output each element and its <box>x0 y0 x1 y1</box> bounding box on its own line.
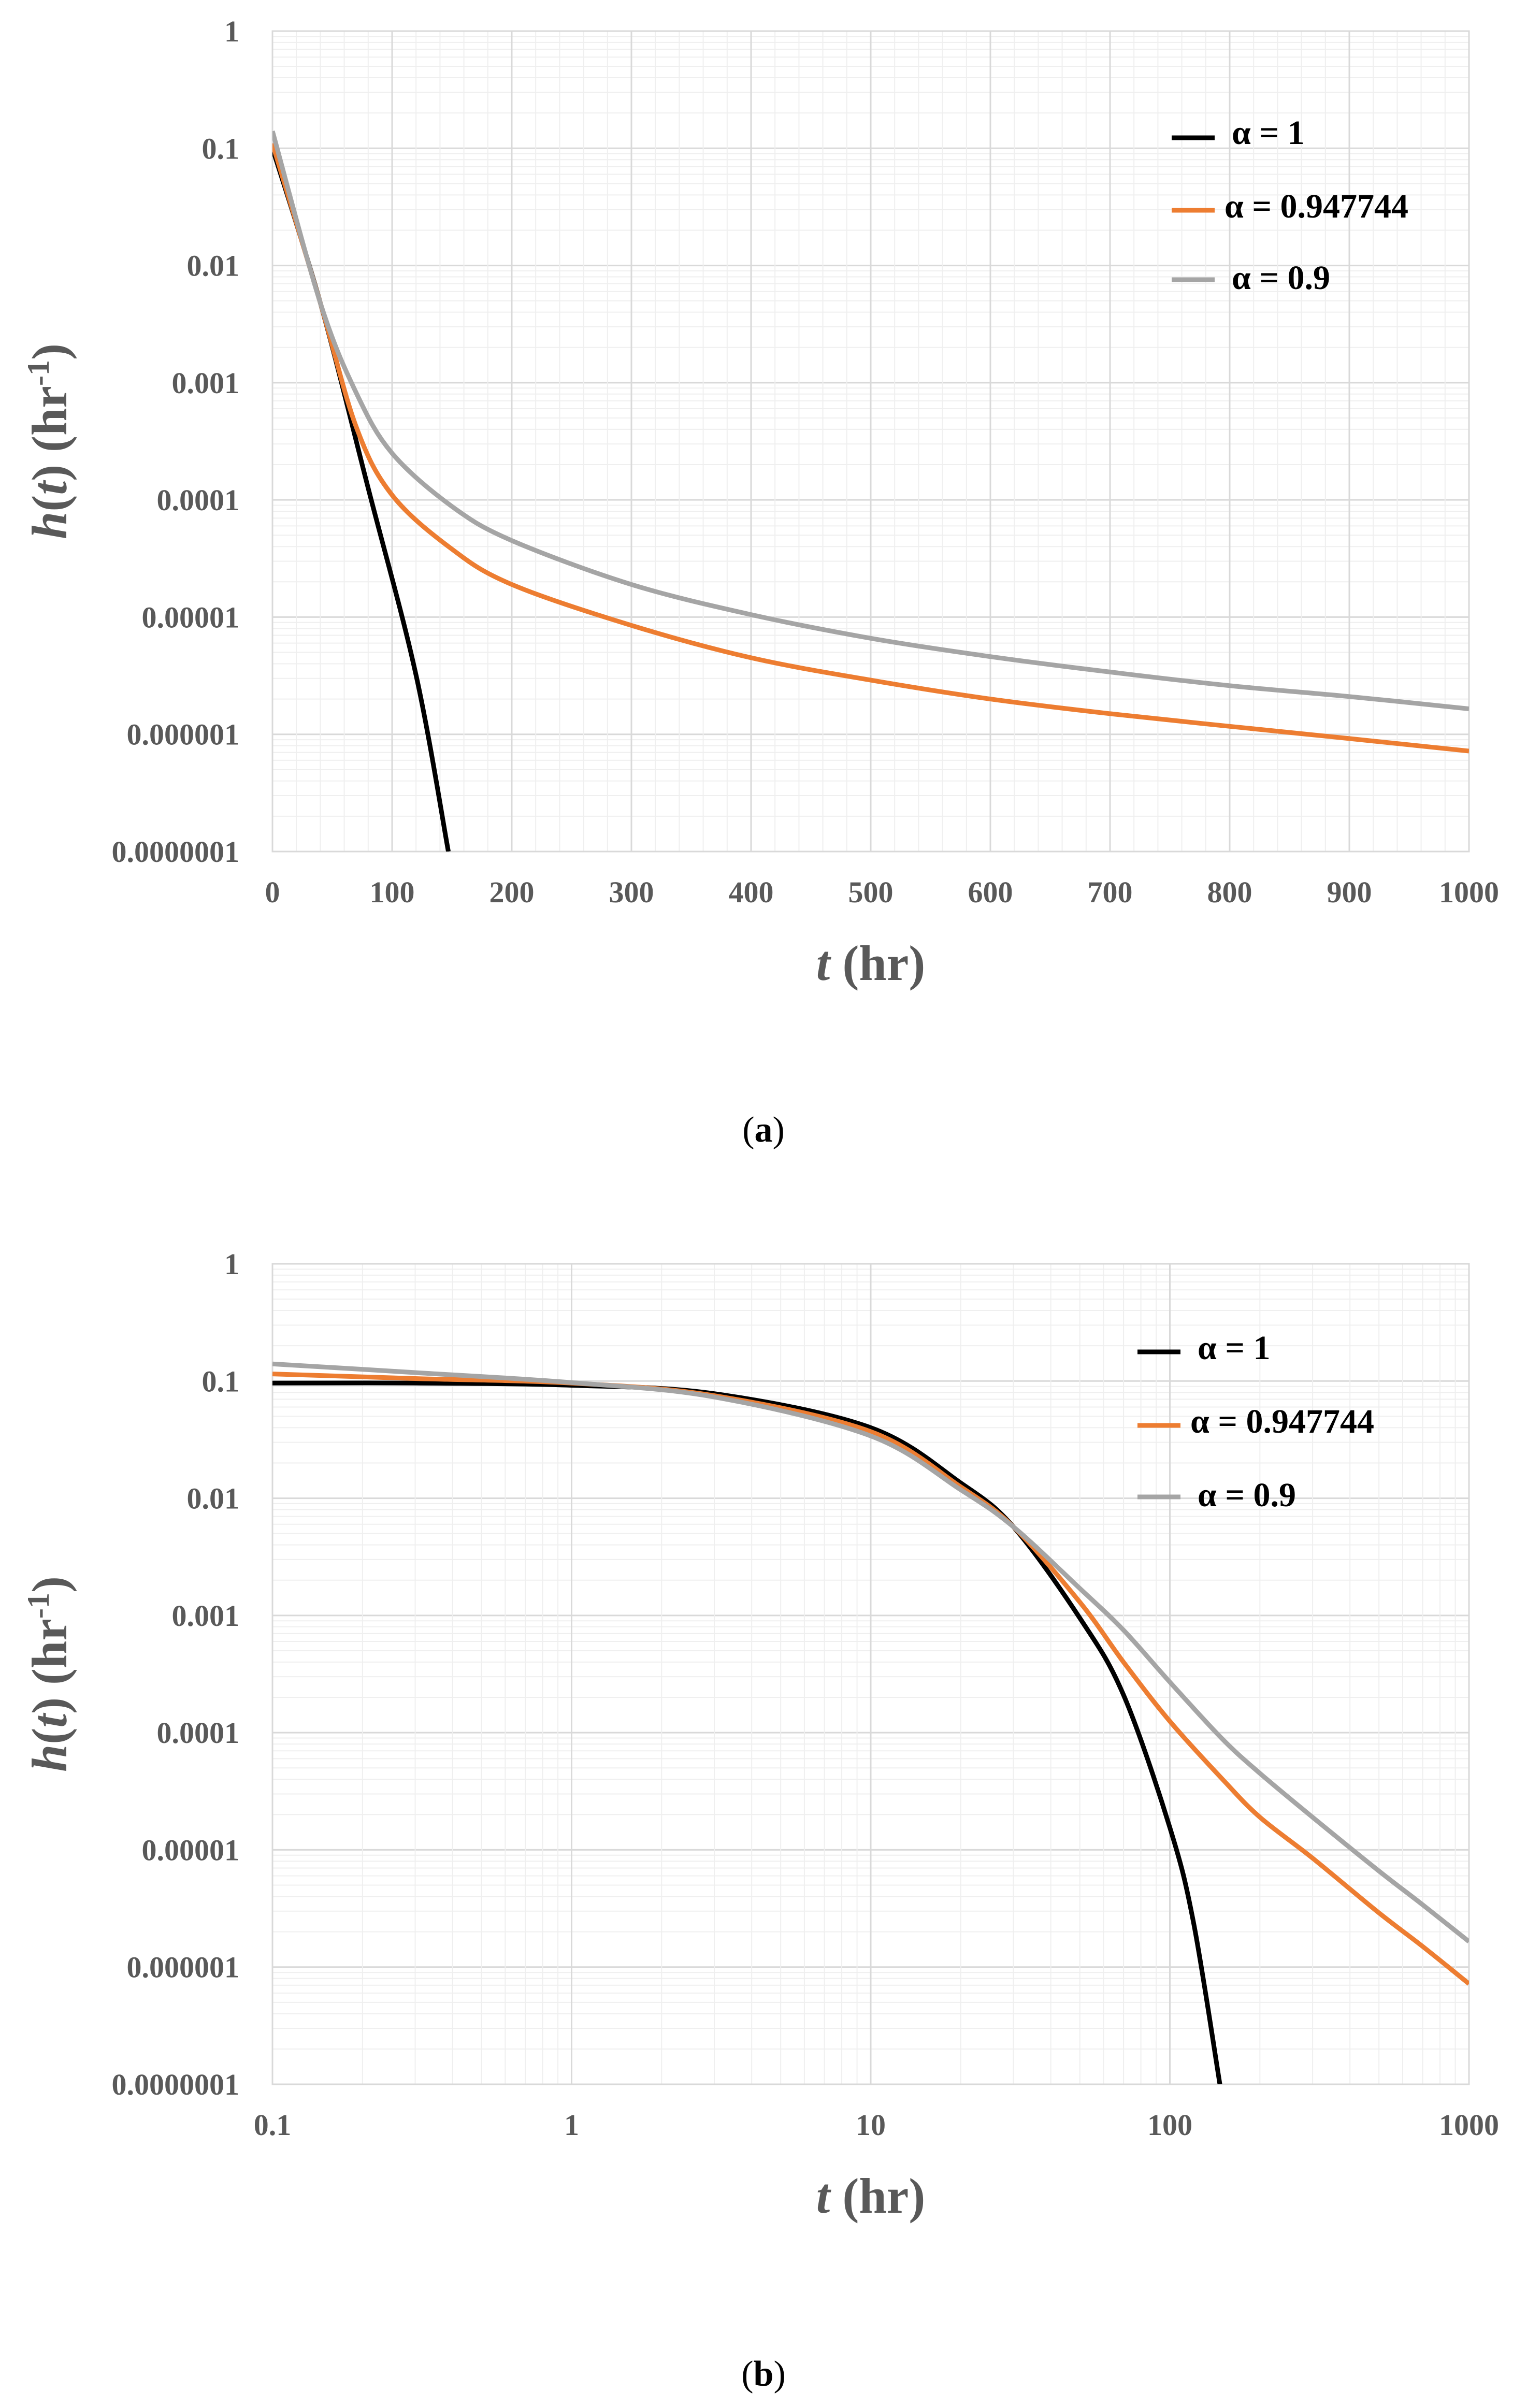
x-tick-labels-b: 0.1 1 10 100 1000 <box>254 2108 1499 2142</box>
y-tick-label: 0.0001 <box>157 483 240 517</box>
y-tick-label: 1 <box>224 15 239 48</box>
y-tick-label: 0.0000001 <box>112 835 240 869</box>
legend-label-alpha-09: α = 0.9 <box>1232 259 1330 297</box>
x-tick-label: 0 <box>265 875 280 909</box>
legend-label-alpha-0947744: α = 0.947744 <box>1225 188 1408 225</box>
series-lines-a <box>272 130 1469 852</box>
x-tick-label: 1000 <box>1439 2108 1499 2142</box>
legend-label-alpha-1: α = 1 <box>1198 1329 1270 1367</box>
legend-b: α = 1 α = 0.947744 α = 0.9 <box>1137 1329 1374 1514</box>
y-tick-label: 0.001 <box>172 366 240 400</box>
x-tick-label: 10 <box>856 2108 886 2142</box>
grid-a <box>271 30 1470 853</box>
svg-text:h(t) (hr-1): h(t) (hr-1) <box>21 343 77 539</box>
x-tick-label: 700 <box>1088 875 1133 909</box>
x-axis-title-a: t (hr) <box>816 935 926 991</box>
x-tick-label: 0.1 <box>254 2108 292 2142</box>
x-tick-label: 100 <box>1147 2108 1192 2142</box>
y-tick-label: 0.01 <box>187 1482 240 1516</box>
series-lines-b <box>272 1361 1469 2084</box>
y-tick-labels-a: 1 0.1 0.01 0.001 0.0001 0.00001 0.000001 0.0000… <box>112 15 240 869</box>
y-tick-label: 0.01 <box>187 249 240 283</box>
y-tick-label: 0.0001 <box>157 1716 240 1750</box>
y-tick-labels-b: 1 0.1 0.01 0.001 0.0001 0.00001 0.000001 0.0000… <box>112 1247 240 2101</box>
x-tick-label: 900 <box>1327 875 1372 909</box>
legend-a: α = 1 α = 0.947744 α = 0.9 <box>1172 114 1408 297</box>
panel-caption-a: (a) <box>742 1110 785 1150</box>
x-tick-label: 1 <box>564 2108 579 2142</box>
x-tick-label: 800 <box>1207 875 1252 909</box>
x-tick-label: 200 <box>489 875 535 909</box>
y-axis-title-a: h(t) (hr-1) <box>21 343 77 539</box>
x-tick-label: 1000 <box>1439 875 1499 909</box>
x-tick-label: 100 <box>370 875 415 909</box>
y-tick-label: 0.1 <box>202 132 240 165</box>
x-tick-label: 400 <box>729 875 774 909</box>
grid-b <box>271 1263 1470 2085</box>
legend-label-alpha-1: α = 1 <box>1232 114 1304 152</box>
series-line-alpha-1 <box>272 1380 1222 2084</box>
y-tick-label: 0.00001 <box>142 600 240 634</box>
y-tick-label: 0.000001 <box>127 718 240 752</box>
chart-panel-b: 1 0.1 0.01 0.001 0.0001 0.00001 0.000001 0.0000… <box>21 1247 1499 2394</box>
y-tick-label: 0.1 <box>202 1364 240 1398</box>
series-line-alpha-09 <box>272 130 1469 711</box>
chart-panel-a: 1 0.1 0.01 0.001 0.0001 0.00001 0.000001 0.0000… <box>21 15 1499 1150</box>
series-line-alpha-09 <box>272 1361 1469 1944</box>
y-tick-label: 1 <box>224 1247 239 1281</box>
x-tick-label: 600 <box>968 875 1013 909</box>
legend-label-alpha-0947744: α = 0.947744 <box>1190 1403 1374 1440</box>
plot-area-b <box>271 1263 1470 2085</box>
y-tick-label: 0.0000001 <box>112 2068 240 2101</box>
legend-label-alpha-09: α = 0.9 <box>1198 1476 1296 1514</box>
y-tick-label: 0.000001 <box>127 1951 240 1984</box>
y-tick-label: 0.00001 <box>142 1833 240 1867</box>
series-line-alpha-0947744 <box>272 142 1469 754</box>
x-tick-label: 300 <box>609 875 654 909</box>
panel-caption-b: (b) <box>741 2354 786 2394</box>
x-tick-labels-a: 0 100 200 300 400 500 600 700 800 900 1000 <box>265 875 1500 909</box>
y-tick-label: 0.001 <box>172 1599 240 1633</box>
plot-area-a <box>271 30 1470 853</box>
x-axis-title-b: t (hr) <box>816 2168 926 2224</box>
x-tick-label: 500 <box>848 875 894 909</box>
